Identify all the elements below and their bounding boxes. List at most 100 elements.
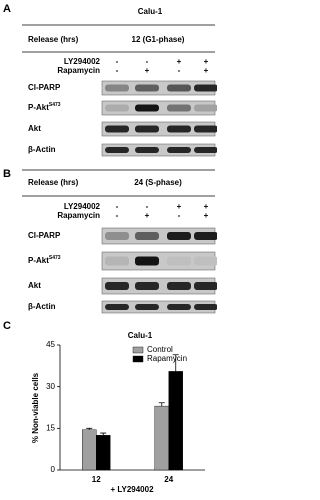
x-tick-label: 24 — [164, 475, 173, 484]
blot-band — [105, 104, 129, 112]
error-bar — [172, 354, 179, 372]
blot-name: Cl-PARP — [28, 231, 61, 240]
blot-band — [167, 256, 191, 266]
bar — [154, 405, 169, 471]
treatment-sign: + — [204, 202, 209, 211]
y-tick-label: 15 — [46, 423, 55, 432]
bar — [96, 435, 111, 471]
blot-band — [105, 256, 129, 266]
blot-band — [167, 232, 191, 240]
blot-label: Akt — [28, 124, 41, 133]
blot-band — [167, 147, 191, 153]
legend-swatch — [132, 355, 144, 363]
legend-label: Control — [147, 345, 173, 354]
blot-label: Cl-PARP — [28, 83, 61, 92]
chart-title: Calu-1 — [128, 331, 153, 340]
blot-name: Akt — [28, 281, 41, 290]
treatment-label: Rapamycin — [57, 66, 100, 75]
blot-band — [135, 147, 159, 153]
treatment-sign: - — [146, 57, 149, 66]
panel-label: A — [3, 3, 11, 15]
blot-band — [194, 104, 217, 112]
blot-band — [105, 125, 129, 133]
blot-band — [105, 232, 129, 240]
blot-name: β-Actin — [28, 302, 56, 311]
blot-band — [105, 147, 129, 153]
blot-band — [135, 125, 159, 133]
x-tick-label: 12 — [92, 475, 101, 484]
y-tick-label: 0 — [51, 465, 56, 474]
treatment-sign: - — [146, 202, 149, 211]
figure: A Calu-1 Release (hrs) 12 (G1-phase) B R… — [3, 3, 217, 494]
y-tick-label: 45 — [46, 340, 55, 349]
blot-band — [167, 84, 191, 92]
treatment-sign: - — [178, 211, 181, 220]
blot-name: P-Akt — [28, 256, 49, 265]
bar — [168, 371, 183, 471]
treatment-sign: - — [116, 57, 119, 66]
blot-band — [194, 125, 217, 133]
treatment-label: Rapamycin — [57, 211, 100, 220]
error-bar — [158, 402, 165, 407]
blot-band — [135, 256, 159, 266]
release-label: Release (hrs) — [28, 35, 79, 44]
y-axis-label: % Non-viable cells — [31, 372, 40, 443]
blot-band — [194, 232, 217, 240]
blot-superscript: S473 — [49, 255, 61, 261]
error-bar — [100, 432, 107, 436]
treatment-sign: - — [178, 66, 181, 75]
legend-swatch — [132, 346, 144, 354]
blot-band — [105, 304, 129, 310]
blot-band — [135, 232, 159, 240]
blot-band — [167, 304, 191, 310]
treatment-sign: + — [204, 57, 209, 66]
panel-label: B — [3, 168, 11, 180]
panel-label: C — [3, 320, 11, 332]
blot-label: P-AktS473 — [28, 255, 61, 265]
blot-band — [194, 84, 217, 92]
blot-band — [167, 125, 191, 133]
treatment-label: LY294002 — [64, 202, 101, 211]
treatment-sign: - — [116, 211, 119, 220]
blot-band — [105, 282, 129, 290]
treatment-sign: + — [177, 202, 182, 211]
blot-band — [167, 104, 191, 112]
treatment-sign: + — [145, 66, 150, 75]
blot-label: β-Actin — [28, 145, 56, 154]
treatment-sign: + — [177, 57, 182, 66]
treatment-sign: - — [116, 202, 119, 211]
release-value: 24 (S-phase) — [134, 178, 182, 187]
error-bar — [86, 427, 93, 430]
treatment-sign: + — [204, 66, 209, 75]
blot-band — [194, 282, 217, 290]
blot-name: Akt — [28, 124, 41, 133]
treatment-sign: - — [116, 66, 119, 75]
blot-name: β-Actin — [28, 145, 56, 154]
blot-band — [167, 282, 191, 290]
release-value: 12 (G1-phase) — [132, 35, 185, 44]
treatment-sign: + — [204, 211, 209, 220]
blot-name: P-Akt — [28, 103, 49, 112]
blot-band — [135, 304, 159, 310]
blot-label: Akt — [28, 281, 41, 290]
bar — [82, 429, 97, 471]
blot-name: Cl-PARP — [28, 83, 61, 92]
blot-label: P-AktS473 — [28, 102, 61, 112]
blot-band — [135, 282, 159, 290]
blot-band — [105, 84, 129, 92]
blot-band — [135, 84, 159, 92]
release-label: Release (hrs) — [28, 178, 79, 187]
blot-band — [194, 304, 217, 310]
blot-superscript: S473 — [49, 102, 61, 108]
panel-title: Calu-1 — [138, 7, 163, 16]
treatment-sign: + — [145, 211, 150, 220]
blot-band — [194, 147, 217, 153]
blot-band — [135, 104, 159, 112]
blot-label: Cl-PARP — [28, 231, 61, 240]
legend-label: Rapamycin — [147, 354, 187, 363]
y-tick-label: 30 — [46, 382, 55, 391]
blot-label: β-Actin — [28, 302, 56, 311]
treatment-label: LY294002 — [64, 57, 101, 66]
blot-band — [194, 256, 217, 266]
x-axis-label: + LY294002 — [110, 485, 154, 494]
